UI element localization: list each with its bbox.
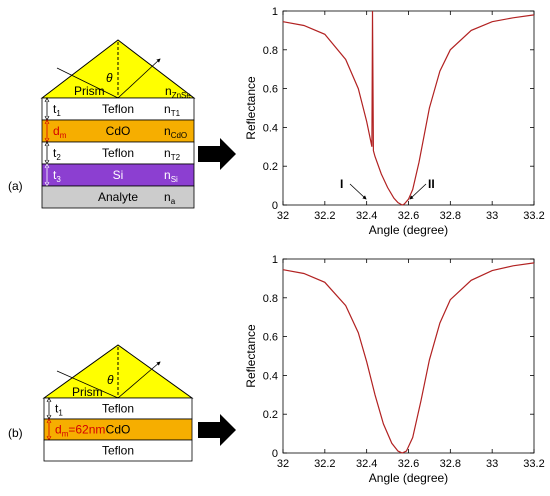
x-axis-label: Angle (degree)	[369, 471, 448, 485]
thickness-subscript: 2	[56, 153, 61, 162]
x-axis-label: Angle (degree)	[369, 223, 448, 237]
thickness-subscript: m	[60, 131, 67, 140]
layer-name: Si	[113, 168, 124, 182]
thickness-subscript: 1	[58, 409, 63, 418]
layer-name: Analyte	[98, 190, 138, 204]
y-axis-label: Reflectance	[244, 76, 258, 140]
y-tick-label: 0.6	[263, 84, 278, 96]
panel-tag-b: (b)	[8, 426, 23, 440]
x-tick-label: 32	[277, 210, 289, 222]
x-tick-label: 33.2	[523, 458, 544, 470]
arrow-right-icon	[198, 138, 236, 170]
y-tick-label: 0.4	[263, 370, 278, 382]
index-symbol: n	[164, 124, 171, 138]
x-tick-label: 32.6	[398, 458, 419, 470]
y-tick-label: 1	[272, 254, 278, 266]
index-symbol: n	[164, 146, 171, 160]
index-symbol: n	[164, 168, 171, 182]
y-tick-label: 0.4	[263, 122, 278, 134]
index-subscript: T2	[171, 153, 181, 162]
index-subscript: CdO	[171, 131, 187, 140]
thickness-subscript: 1	[56, 109, 61, 118]
x-tick-label: 32.8	[440, 210, 461, 222]
plot-frame	[283, 259, 534, 453]
y-tick-label: 0	[272, 448, 278, 460]
reflectance-chart-b: 32 32.2 32.4 32.6 32.8 33 33.2 0 0.2 0.4 0.6 0.8 1 An…	[244, 254, 545, 485]
layer-name: CdO	[106, 423, 131, 437]
layer-name: Teflon	[102, 402, 134, 416]
index-subscript: T1	[171, 109, 181, 118]
index-symbol: n	[164, 102, 171, 116]
y-tick-label: 0.2	[263, 409, 278, 421]
angle-theta-b: θ	[107, 373, 114, 387]
x-tick-label: 33.2	[523, 210, 544, 222]
thickness-value: =62nm	[68, 423, 105, 437]
marker-I: I	[340, 177, 343, 191]
x-tick-label: 33	[486, 458, 498, 470]
index-symbol: n	[164, 190, 171, 204]
x-tick-label: 32.6	[398, 210, 419, 222]
y-tick-label: 0.8	[263, 45, 278, 57]
layer-name: Teflon	[102, 102, 134, 116]
plot-frame	[283, 11, 534, 205]
layer-name: Teflon	[102, 444, 134, 458]
y-axis-label: Reflectance	[244, 324, 258, 388]
layer-name: CdO	[106, 124, 131, 138]
thickness-symbol: d	[53, 124, 60, 138]
marker-II: II	[428, 177, 435, 191]
x-tick-label: 33	[486, 210, 498, 222]
prism-label-b: Prism	[72, 385, 103, 399]
x-tick-label: 32.2	[314, 210, 335, 222]
layer-name: Teflon	[102, 146, 134, 160]
x-tick-label: 32.8	[440, 458, 461, 470]
prism-label-a: Prism	[74, 84, 105, 98]
index-subscript: a	[171, 197, 176, 206]
x-tick-label: 32.4	[356, 458, 377, 470]
y-tick-label: 1	[272, 6, 278, 18]
arrow-right-icon	[198, 414, 236, 446]
x-tick-label: 32.2	[314, 458, 335, 470]
angle-theta-a: θ	[106, 71, 113, 85]
thickness-subscript: 3	[56, 175, 61, 184]
y-tick-label: 0.8	[263, 293, 278, 305]
x-tick-label: 32.4	[356, 210, 377, 222]
y-tick-label: 0	[272, 200, 278, 212]
x-tick-label: 32	[277, 458, 289, 470]
reflectance-chart-a: 32 32.2 32.4 32.6 32.8 33 33.2 0 0.2 0.4 0.6 0.8 1 An…	[244, 6, 545, 237]
y-tick-label: 0.2	[263, 161, 278, 173]
index-subscript: Si	[171, 175, 178, 184]
thickness-symbol: d	[55, 423, 62, 437]
y-tick-label: 0.6	[263, 332, 278, 344]
panel-tag-a: (a)	[8, 179, 23, 193]
